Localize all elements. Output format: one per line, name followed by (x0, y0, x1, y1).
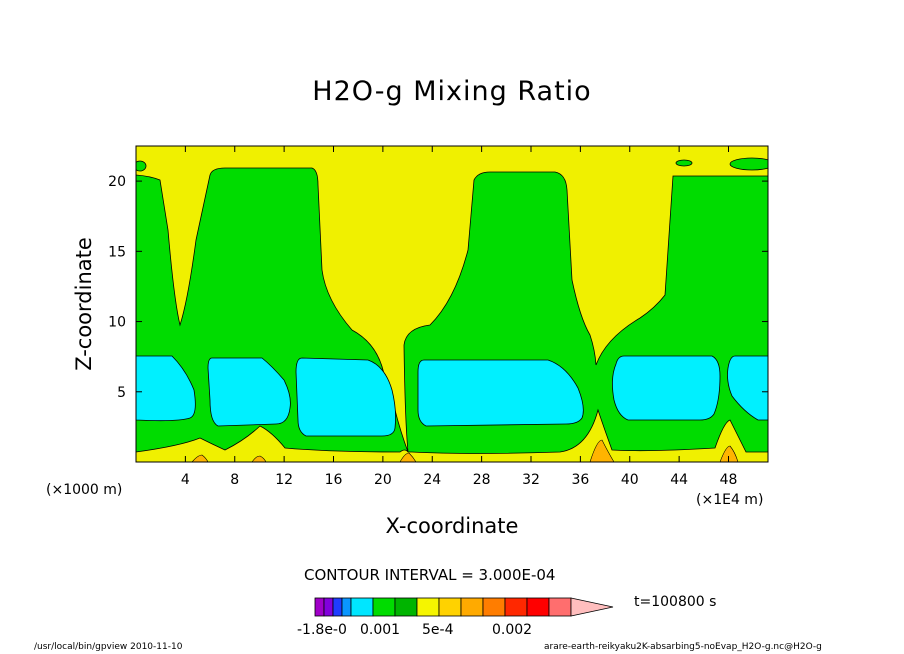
legend-label-5e4: 5e-4 (422, 622, 454, 638)
colorbar-swatch-8 (438, 597, 462, 617)
footer-right: arare-earth-reikyaku2K-absarbing5-noEvap… (544, 642, 822, 652)
x-tick-label-36: 36 (571, 472, 589, 488)
contour-interval-text: CONTOUR INTERVAL = 3.000E-04 (304, 566, 556, 584)
field-low-region-4 (417, 359, 584, 427)
field-high-bottom-band (136, 408, 768, 462)
field-surface-peak-1 (589, 439, 615, 462)
colorbar-swatch-7 (416, 597, 440, 617)
x-tick-label-16: 16 (325, 472, 343, 488)
field-surface-peak-4 (399, 452, 417, 462)
x-tick-label-24: 24 (423, 472, 441, 488)
x-tick-label-12: 12 (275, 472, 293, 488)
colorbar-swatch-2 (332, 597, 343, 617)
colorbar-swatch-13 (548, 597, 572, 617)
x-tick-label-40: 40 (621, 472, 639, 488)
x-tick-label-4: 4 (181, 472, 190, 488)
legend-label-neg: -1.8e-0 (297, 622, 347, 638)
field-low-region-3 (295, 357, 396, 437)
x-tick-label-48: 48 (720, 472, 738, 488)
colorbar-swatch-10 (482, 597, 506, 617)
colorbar-swatch-11 (504, 597, 528, 617)
field-mid-region (136, 167, 768, 462)
plot-frame (135, 145, 769, 463)
x-tick-label-32: 32 (522, 472, 540, 488)
time-label: t=100800 s (634, 594, 717, 610)
colorbar-swatch-3 (341, 597, 352, 617)
field-low-region-6 (727, 355, 768, 421)
x-tick-label-8: 8 (230, 472, 239, 488)
chart-title: H2O-g Mixing Ratio (312, 76, 592, 107)
colorbar-swatch-0 (314, 597, 325, 617)
y-axis-label: Z-coordinate (72, 237, 96, 371)
colorbar-swatch-5 (372, 597, 396, 617)
y-tick-label-15: 15 (108, 244, 126, 260)
x-tick-label-20: 20 (374, 472, 392, 488)
colorbar-swatch-4 (350, 597, 374, 617)
field-mid-blob-right-small (675, 159, 693, 167)
colorbar-swatch-1 (323, 597, 334, 617)
field-surface-peak-5 (251, 455, 267, 462)
field-surface-peak-3 (191, 454, 209, 462)
x-unit-right: (×1E4 m) (696, 492, 764, 508)
field-low-region-2 (207, 357, 291, 427)
field-mid-blob-left (136, 160, 147, 172)
y-tick-label-5: 5 (117, 385, 126, 401)
y-tick-label-20: 20 (108, 174, 126, 190)
colorbar-swatch-12 (526, 597, 550, 617)
colorbar-swatch-9 (460, 597, 484, 617)
field-low-region-5 (612, 355, 721, 421)
field-mid-blob-right (729, 157, 768, 171)
field-low-region-1 (136, 355, 196, 422)
field-surface-peak-2 (719, 445, 739, 462)
x-tick-label-44: 44 (670, 472, 688, 488)
footer-left: /usr/local/bin/gpview 2010-11-10 (34, 642, 183, 652)
legend-label-0001: 0.001 (360, 622, 401, 638)
x-tick-label-28: 28 (473, 472, 491, 488)
y-tick-label-10: 10 (108, 315, 126, 331)
x-unit-left: (×1000 m) (46, 482, 123, 498)
x-axis-label: X-coordinate (385, 514, 519, 538)
legend-label-0002: 0.002 (492, 622, 533, 638)
colorbar-swatch-6 (394, 597, 418, 617)
colorbar-arrow (570, 597, 614, 617)
